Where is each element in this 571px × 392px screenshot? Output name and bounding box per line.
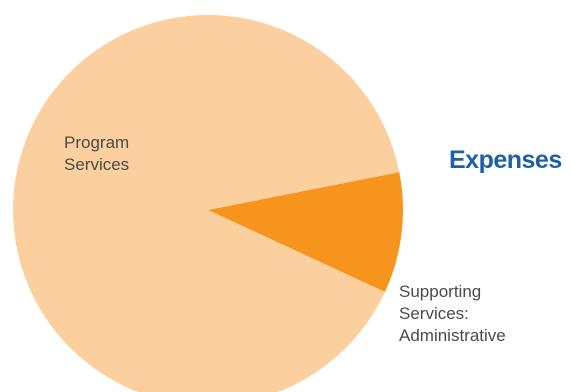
slice-label-supporting-services: Supporting Services: Administrative [399,281,506,347]
slice-label-line: Program [64,133,130,152]
slice-label-line: Administrative [399,326,506,345]
slice-label-line: Services: [399,304,469,323]
slice-label-program-services: Program Services [64,132,129,176]
slice-label-line: Supporting [399,282,482,301]
pie-slice-supporting-services [208,172,403,292]
slice-label-line: Services [64,155,130,174]
chart-title: Expenses [449,146,562,174]
pie-slice-program-services [13,15,400,392]
